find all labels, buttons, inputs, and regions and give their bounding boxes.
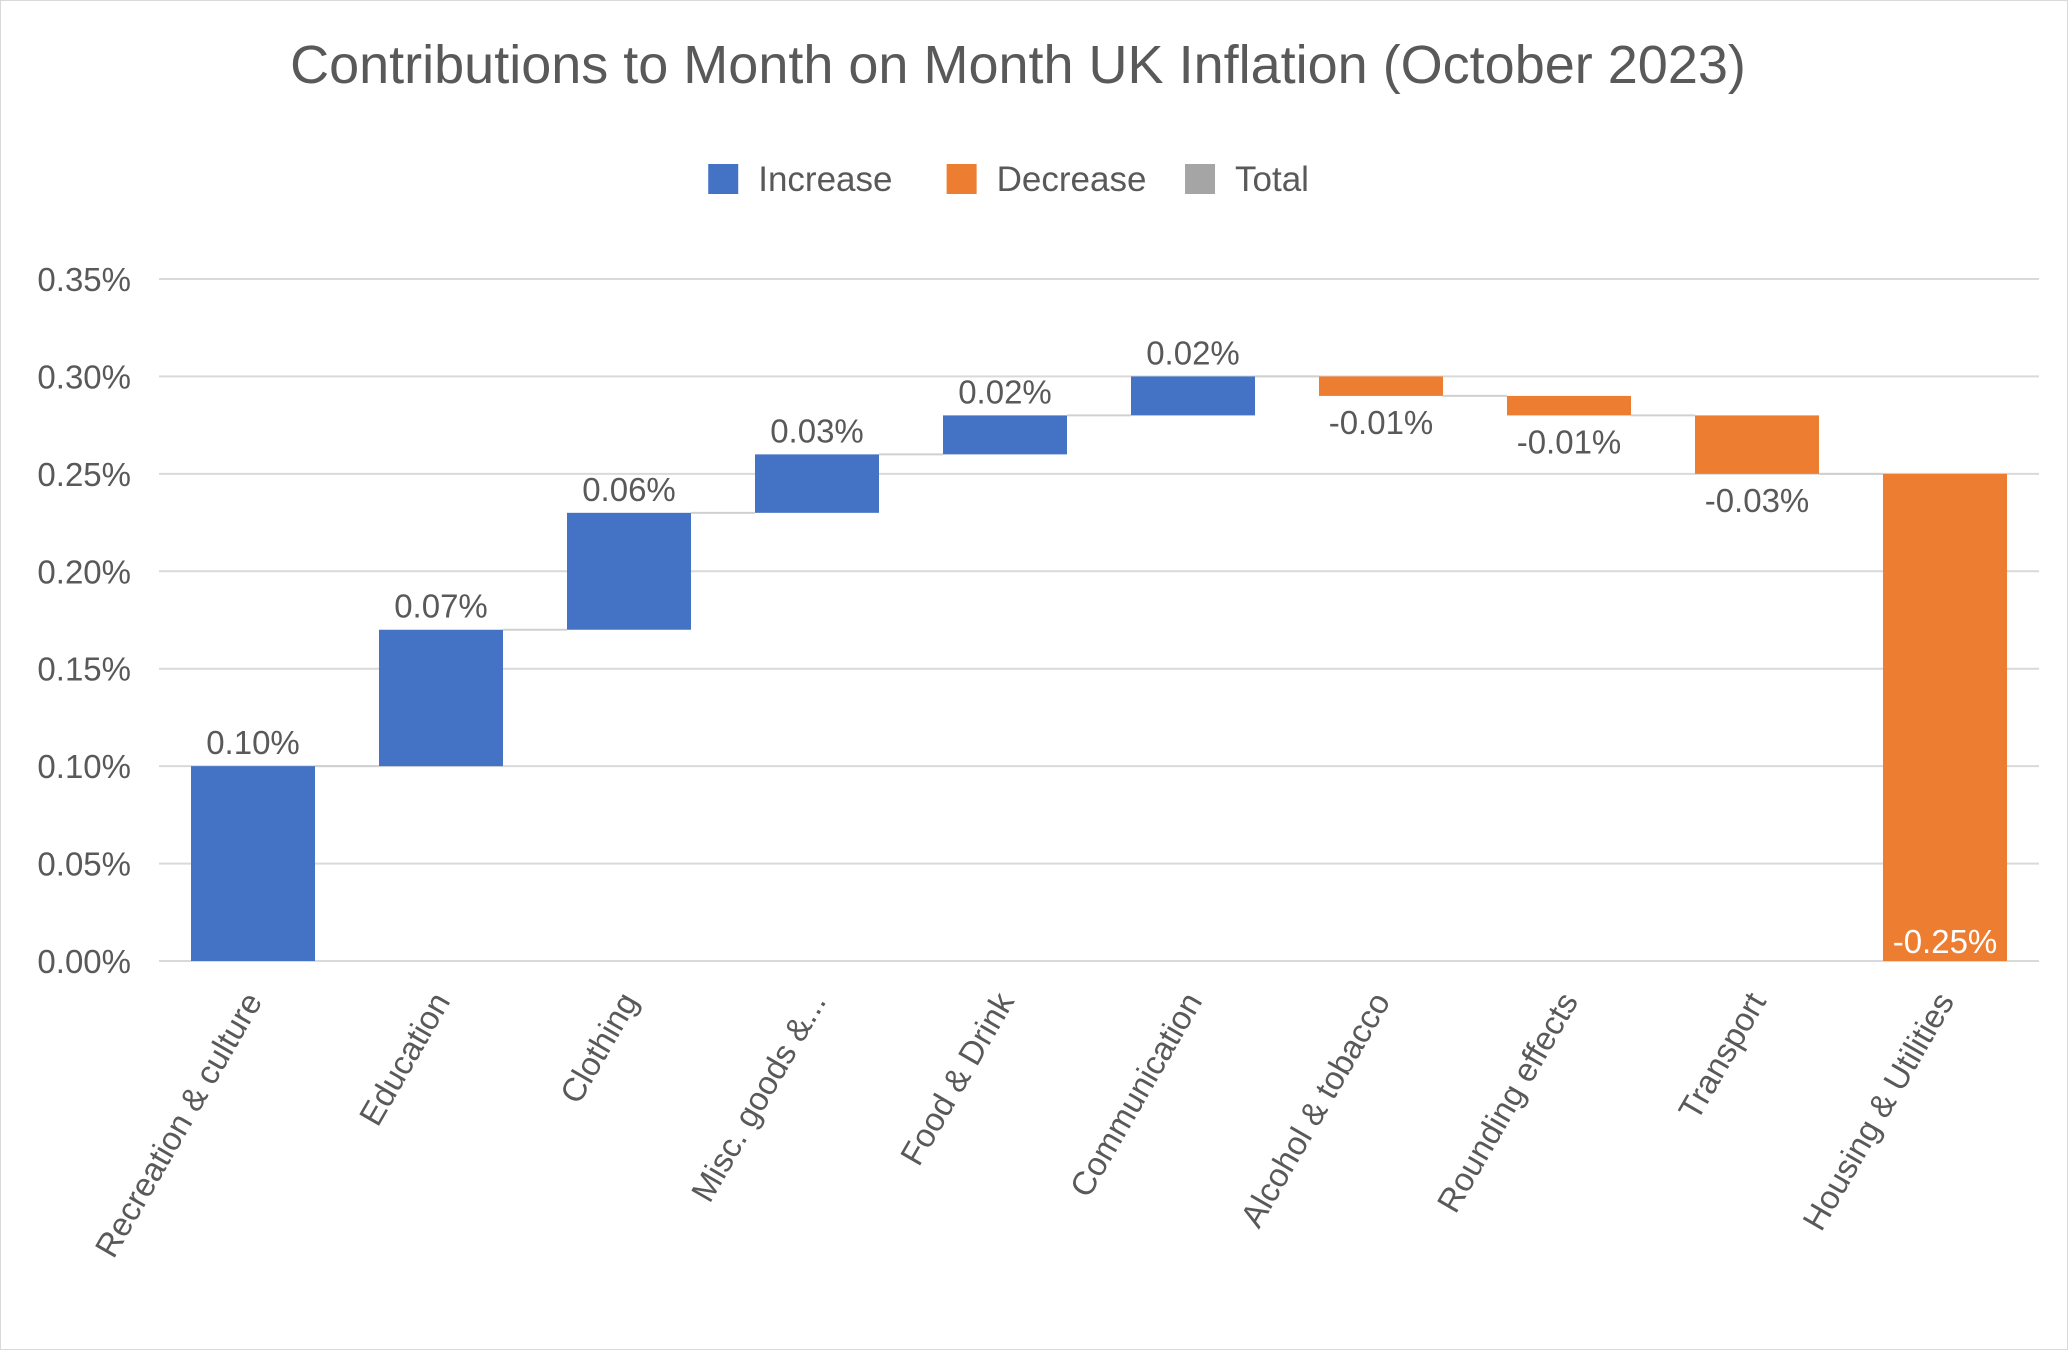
y-tick-label: 0.00% bbox=[37, 943, 131, 980]
x-tick-label: Housing & Utilities bbox=[1795, 986, 1961, 1236]
data-label: 0.06% bbox=[582, 471, 676, 508]
data-label: 0.03% bbox=[770, 412, 864, 449]
x-axis: Recreation & culture Education Clothing Mis… bbox=[88, 986, 1962, 1264]
x-tick-label: Food & Drink bbox=[893, 986, 1022, 1172]
bar-decrease bbox=[1319, 376, 1443, 396]
bar-increase bbox=[943, 415, 1067, 455]
legend-label-decrease: Decrease bbox=[997, 160, 1147, 199]
y-tick-label: 0.30% bbox=[37, 358, 131, 395]
bar-increase bbox=[1131, 376, 1255, 416]
data-label: 0.10% bbox=[206, 724, 300, 761]
x-tick-label: Clothing bbox=[552, 986, 645, 1109]
x-tick-label: Education bbox=[352, 986, 457, 1132]
legend-label-total: Total bbox=[1235, 160, 1309, 199]
bar-decrease bbox=[1695, 415, 1819, 474]
data-label: 0.02% bbox=[1146, 334, 1240, 371]
chart-title: Contributions to Month on Month UK Infla… bbox=[290, 35, 1746, 95]
x-tick-label: Rounding effects bbox=[1429, 986, 1585, 1218]
data-label: -0.25% bbox=[1893, 923, 1998, 960]
legend-swatch-decrease bbox=[946, 164, 977, 194]
x-tick-label: Communication bbox=[1062, 986, 1209, 1203]
bars bbox=[191, 376, 2007, 961]
data-label: 0.02% bbox=[958, 373, 1052, 410]
data-label: 0.07% bbox=[394, 588, 488, 625]
x-tick-label: Misc. goods &... bbox=[684, 986, 833, 1208]
bar-increase bbox=[379, 629, 503, 767]
x-tick-label: Transport bbox=[1671, 986, 1773, 1126]
y-tick-label: 0.25% bbox=[37, 456, 131, 493]
bar-increase bbox=[755, 454, 879, 513]
y-tick-label: 0.05% bbox=[37, 846, 131, 883]
legend-swatch-total bbox=[1185, 164, 1216, 194]
y-axis: 0.00% 0.05% 0.10% 0.15% 0.20% 0.25% 0.30% 0.35% bbox=[37, 261, 131, 980]
data-label: -0.01% bbox=[1329, 404, 1434, 441]
bar-increase bbox=[191, 766, 315, 961]
y-tick-label: 0.35% bbox=[37, 261, 131, 298]
bar-decrease bbox=[1883, 473, 2007, 961]
x-tick-label: Alcohol & tobacco bbox=[1233, 986, 1397, 1233]
y-tick-label: 0.10% bbox=[37, 748, 131, 785]
data-labels: 0.10% 0.07% 0.06% 0.03% 0.02% 0.02% -0.01% -0.0… bbox=[206, 334, 1997, 960]
y-tick-label: 0.15% bbox=[37, 651, 131, 688]
legend-swatch-increase bbox=[708, 164, 739, 194]
bar-increase bbox=[567, 512, 691, 630]
data-label: -0.01% bbox=[1517, 423, 1622, 460]
legend-label-increase: Increase bbox=[758, 160, 892, 199]
bar-decrease bbox=[1507, 395, 1631, 416]
legend: Increase Decrease Total bbox=[708, 160, 1309, 199]
data-label: -0.03% bbox=[1705, 482, 1810, 519]
connector-lines bbox=[315, 375, 1883, 768]
x-tick-label: Recreation & culture bbox=[88, 986, 270, 1263]
y-tick-label: 0.20% bbox=[37, 553, 131, 590]
